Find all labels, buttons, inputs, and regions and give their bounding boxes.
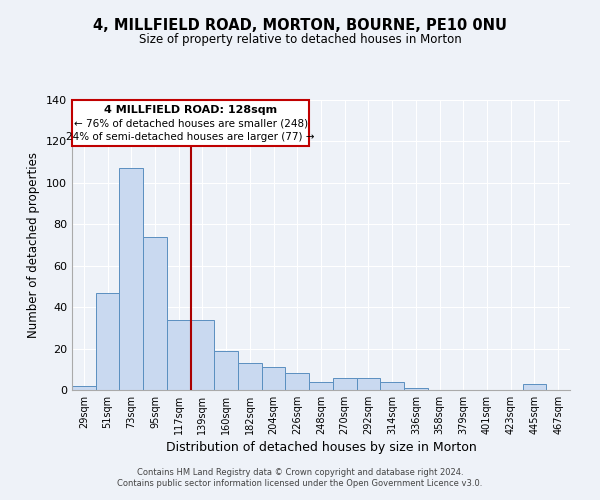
Text: 4, MILLFIELD ROAD, MORTON, BOURNE, PE10 0NU: 4, MILLFIELD ROAD, MORTON, BOURNE, PE10 … — [93, 18, 507, 32]
Bar — [404, 388, 428, 390]
Y-axis label: Number of detached properties: Number of detached properties — [28, 152, 40, 338]
Bar — [380, 382, 404, 390]
Bar — [523, 384, 546, 390]
Bar — [119, 168, 143, 390]
Bar — [238, 363, 262, 390]
Bar — [96, 292, 119, 390]
Text: 4 MILLFIELD ROAD: 128sqm: 4 MILLFIELD ROAD: 128sqm — [104, 105, 277, 115]
Text: 24% of semi-detached houses are larger (77) →: 24% of semi-detached houses are larger (… — [67, 132, 315, 142]
Bar — [143, 236, 167, 390]
Text: Size of property relative to detached houses in Morton: Size of property relative to detached ho… — [139, 32, 461, 46]
Bar — [214, 350, 238, 390]
Text: Contains HM Land Registry data © Crown copyright and database right 2024.
Contai: Contains HM Land Registry data © Crown c… — [118, 468, 482, 487]
Bar — [333, 378, 356, 390]
Bar — [191, 320, 214, 390]
FancyBboxPatch shape — [72, 100, 309, 146]
Bar — [309, 382, 333, 390]
X-axis label: Distribution of detached houses by size in Morton: Distribution of detached houses by size … — [166, 441, 476, 454]
Bar — [167, 320, 191, 390]
Bar — [286, 374, 309, 390]
Bar — [262, 367, 286, 390]
Bar — [356, 378, 380, 390]
Text: ← 76% of detached houses are smaller (248): ← 76% of detached houses are smaller (24… — [74, 118, 308, 128]
Bar — [72, 386, 96, 390]
